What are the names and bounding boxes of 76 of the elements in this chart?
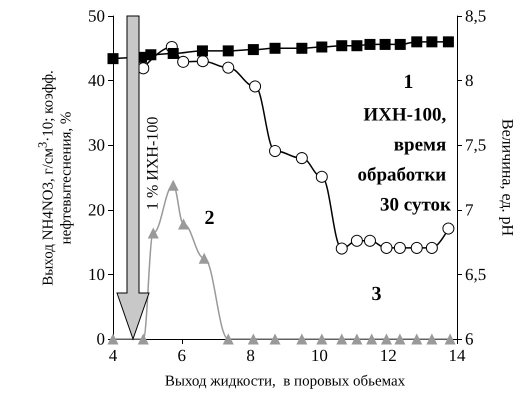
- point: [270, 334, 281, 344]
- y2-tick-label: 6: [465, 330, 474, 348]
- series-label: 2: [204, 207, 215, 230]
- y-tick-label: 0: [96, 330, 105, 348]
- point: [222, 45, 234, 56]
- point: [410, 242, 423, 254]
- point: [411, 334, 422, 344]
- annotation: ИХН-100, время обработки 30 суток: [357, 104, 452, 216]
- point: [442, 36, 454, 48]
- point: [364, 234, 376, 247]
- x-tick-label: 8: [246, 346, 255, 365]
- point: [336, 242, 348, 255]
- point: [350, 234, 363, 247]
- point: [138, 334, 149, 344]
- series-label: 1: [403, 70, 414, 93]
- point: [296, 42, 308, 54]
- point: [222, 334, 234, 344]
- point: [426, 242, 438, 254]
- y2-axis-title: Величина, ед. pH: [498, 118, 516, 237]
- point: [351, 334, 362, 344]
- point: [168, 180, 179, 191]
- y2-tick-label: 7,5: [465, 136, 486, 155]
- point: [249, 80, 262, 92]
- point: [316, 42, 328, 53]
- y2-tick-label: 6,5: [465, 264, 486, 284]
- point: [394, 242, 406, 254]
- point: [196, 55, 209, 68]
- annotation: 1 % ИХН-100: [144, 116, 162, 210]
- point: [270, 42, 281, 54]
- y-tick-label: 40: [88, 71, 105, 90]
- x-tick-label: 4: [108, 346, 118, 365]
- point: [222, 62, 234, 74]
- point: [442, 222, 454, 235]
- point: [380, 334, 392, 344]
- x-tick-label: 12: [380, 346, 397, 365]
- point: [168, 48, 179, 59]
- point: [269, 145, 282, 158]
- point: [411, 36, 422, 48]
- point: [426, 334, 438, 344]
- point: [366, 334, 378, 344]
- y-tick-label: 20: [88, 200, 105, 220]
- point: [364, 38, 376, 50]
- point: [178, 218, 190, 230]
- point: [336, 40, 348, 52]
- point: [296, 152, 308, 164]
- point: [296, 334, 308, 344]
- y-tick-label: 50: [88, 6, 105, 26]
- point: [394, 334, 406, 344]
- point: [196, 45, 208, 56]
- point: [380, 242, 392, 254]
- point: [108, 53, 118, 64]
- point: [148, 228, 159, 239]
- x-tick-label: 10: [310, 346, 328, 365]
- point: [248, 44, 259, 56]
- x-tick-label: 6: [178, 346, 186, 365]
- point: [316, 170, 328, 183]
- point: [380, 38, 391, 50]
- series-label: 3: [371, 282, 382, 305]
- point: [426, 36, 438, 48]
- y-tick-label: 30: [88, 136, 105, 155]
- point: [198, 252, 210, 264]
- point: [177, 56, 190, 68]
- point: [351, 40, 362, 52]
- y2-tick-label: 8: [465, 71, 474, 90]
- x-axis-title: Выход жидкости, в поровых обьемах: [164, 374, 406, 390]
- point: [394, 38, 406, 50]
- point: [145, 49, 156, 60]
- point: [336, 334, 348, 344]
- y-tick-label: 10: [88, 264, 105, 284]
- point: [444, 334, 456, 344]
- point: [316, 334, 328, 344]
- y2-tick-label: 7: [465, 200, 474, 220]
- point: [248, 334, 259, 344]
- point: [108, 334, 118, 344]
- y2-tick-label: 8,5: [465, 6, 486, 26]
- x-tick-label: 14: [448, 346, 466, 365]
